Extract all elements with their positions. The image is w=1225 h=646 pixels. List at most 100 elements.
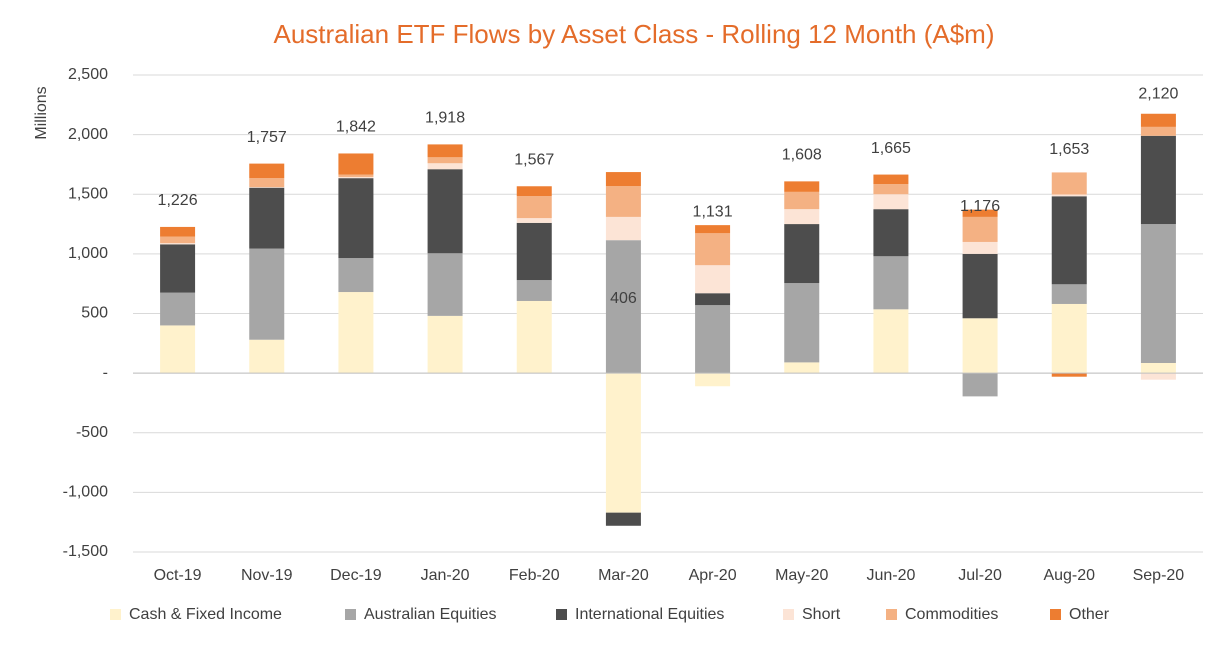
legend-label: Cash & Fixed Income <box>129 606 282 623</box>
x-tick-label: Dec-19 <box>330 567 382 584</box>
bar-segment <box>160 292 196 326</box>
bar-segment <box>516 222 552 281</box>
bar-segment <box>1140 113 1176 127</box>
bar-segment <box>427 157 463 164</box>
bar-segment <box>1051 194 1087 197</box>
bar-segment <box>784 209 820 225</box>
bar-segment <box>427 163 463 170</box>
bar-segment <box>249 248 285 340</box>
bar-segment <box>605 172 641 187</box>
bar-segment <box>160 244 196 293</box>
bar-segment <box>1051 373 1087 377</box>
bar-segment <box>516 186 552 197</box>
y-tick-label: -1,500 <box>63 543 108 560</box>
total-label: 1,842 <box>336 119 376 136</box>
bar-segment <box>605 186 641 217</box>
bar-segment <box>784 362 820 374</box>
bar-segment <box>1051 303 1087 374</box>
bar-segment <box>160 325 196 374</box>
bar-segment <box>1051 172 1087 195</box>
x-tick-label: Jan-20 <box>421 567 470 584</box>
bar-segment <box>962 209 998 217</box>
y-tick-label: 500 <box>81 305 108 322</box>
bar-segment <box>695 265 731 294</box>
bar-segment <box>427 253 463 316</box>
bar-segment <box>962 373 998 397</box>
bar-segment <box>1140 362 1176 374</box>
bar-segment <box>695 373 731 387</box>
bar-segment <box>784 224 820 284</box>
bar-segment <box>160 226 196 237</box>
total-label: 2,120 <box>1138 86 1178 103</box>
total-label: 1,608 <box>782 147 822 164</box>
bar-segment <box>962 241 998 254</box>
x-tick-label: Nov-19 <box>241 567 293 584</box>
bar-segment <box>605 512 641 526</box>
bar-segment <box>338 292 374 374</box>
bar-segment <box>516 280 552 301</box>
total-label: 1,665 <box>871 140 911 157</box>
bar-segment <box>249 339 285 374</box>
bar-segment <box>160 236 196 244</box>
legend-swatch <box>1050 609 1061 620</box>
legend-swatch <box>886 609 897 620</box>
y-tick-label: -1,000 <box>63 484 108 501</box>
bar-segment <box>605 216 641 241</box>
x-tick-label: Mar-20 <box>598 567 649 584</box>
x-tick-label: Oct-19 <box>154 567 202 584</box>
total-label: 1,567 <box>514 151 554 168</box>
bar-segment <box>962 253 998 319</box>
bar-segment <box>1140 373 1176 380</box>
bar-segment <box>249 178 285 188</box>
bar-segment <box>249 187 285 188</box>
bar-segment <box>695 305 731 374</box>
bar-segment <box>1140 135 1176 225</box>
x-tick-label: Jul-20 <box>958 567 1002 584</box>
y-tick-label: 1,000 <box>68 245 108 262</box>
total-label: 406 <box>610 290 637 307</box>
total-label: 1,918 <box>425 110 465 127</box>
bar-segment <box>784 283 820 363</box>
y-tick-label: 1,500 <box>68 185 108 202</box>
bar-segment <box>873 209 909 257</box>
legend-label: Australian Equities <box>364 606 497 623</box>
y-tick-label: 2,000 <box>68 126 108 143</box>
total-label: 1,226 <box>158 192 198 209</box>
y-tick-label: - <box>103 364 108 381</box>
bar-segment <box>873 184 909 195</box>
bar-segment <box>1051 284 1087 304</box>
bar-segment <box>695 225 731 234</box>
bar-segment <box>605 373 641 513</box>
bar-segment <box>784 191 820 210</box>
total-label: 1,176 <box>960 198 1000 215</box>
bar-segment <box>338 174 374 177</box>
legend-swatch <box>556 609 567 620</box>
bar-segment <box>516 300 552 374</box>
bar-segment <box>1051 196 1087 285</box>
bar-segment <box>695 233 731 266</box>
chart-title: Australian ETF Flows by Asset Class - Ro… <box>273 19 994 49</box>
bar-segment <box>516 218 552 223</box>
legend-label: International Equities <box>575 606 724 623</box>
bar-segment <box>338 176 374 179</box>
bar-segment <box>427 169 463 254</box>
legend-label: Commodities <box>905 606 998 623</box>
x-tick-label: Jun-20 <box>866 567 915 584</box>
bar-segment <box>784 181 820 192</box>
bar-segment <box>160 243 196 245</box>
legend-label: Other <box>1069 606 1110 623</box>
x-tick-label: Sep-20 <box>1133 567 1185 584</box>
x-tick-label: May-20 <box>775 567 828 584</box>
bar-segment <box>338 178 374 259</box>
legend-label: Short <box>802 606 841 623</box>
total-label: 1,653 <box>1049 141 1089 158</box>
bar-segment <box>962 216 998 242</box>
total-label: 1,131 <box>693 203 733 220</box>
bar-segment <box>873 256 909 310</box>
bar-segment <box>338 153 374 175</box>
y-axis-label: Millions <box>33 86 50 139</box>
legend-swatch <box>345 609 356 620</box>
bar-segment <box>516 196 552 219</box>
x-tick-label: Aug-20 <box>1043 567 1095 584</box>
